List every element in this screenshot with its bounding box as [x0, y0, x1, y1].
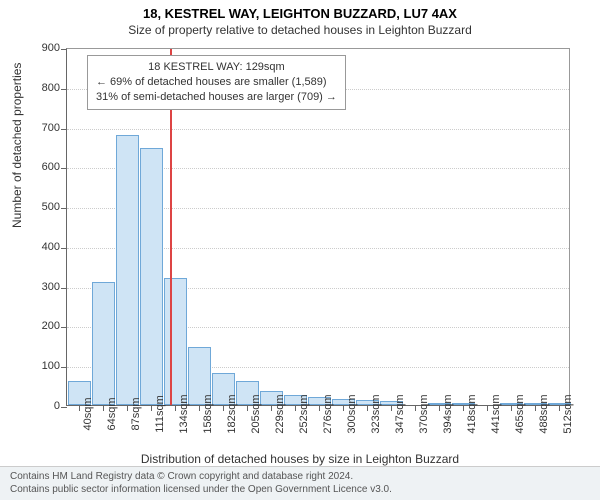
x-tick: [415, 405, 416, 411]
x-tick-label: 418sqm: [466, 394, 478, 433]
x-tick-label: 158sqm: [202, 394, 214, 433]
x-tick: [343, 405, 344, 411]
y-tick: [61, 129, 67, 130]
x-tick: [367, 405, 368, 411]
x-tick: [79, 405, 80, 411]
y-tick: [61, 327, 67, 328]
footer-line-2: Contains public sector information licen…: [10, 484, 590, 497]
grid-line: [67, 129, 569, 130]
x-tick-label: 441sqm: [490, 394, 502, 433]
y-tick: [61, 208, 67, 209]
y-tick-label: 600: [42, 161, 60, 173]
chart-container: 18, KESTREL WAY, LEIGHTON BUZZARD, LU7 4…: [0, 0, 600, 500]
x-tick: [247, 405, 248, 411]
y-tick: [61, 168, 67, 169]
y-tick-label: 500: [42, 201, 60, 213]
x-tick: [271, 405, 272, 411]
plot-area: 18 KESTREL WAY: 129sqm ← 69% of detached…: [66, 48, 570, 406]
y-tick: [61, 288, 67, 289]
x-tick: [223, 405, 224, 411]
x-tick-label: 276sqm: [322, 394, 334, 433]
x-tick-label: 182sqm: [226, 394, 238, 433]
x-tick-label: 465sqm: [514, 394, 526, 433]
x-axis-title: Distribution of detached houses by size …: [0, 452, 600, 466]
title-main: 18, KESTREL WAY, LEIGHTON BUZZARD, LU7 4…: [0, 0, 600, 21]
bar: [116, 135, 139, 405]
x-tick-label: 370sqm: [418, 394, 430, 433]
x-tick: [535, 405, 536, 411]
x-tick: [511, 405, 512, 411]
x-tick-label: 300sqm: [346, 394, 358, 433]
x-tick-label: 87sqm: [130, 397, 142, 430]
x-tick: [559, 405, 560, 411]
y-tick-label: 200: [42, 320, 60, 332]
y-tick: [61, 89, 67, 90]
x-tick: [175, 405, 176, 411]
x-tick: [391, 405, 392, 411]
x-tick: [295, 405, 296, 411]
y-tick-label: 900: [42, 42, 60, 54]
x-tick-label: 134sqm: [178, 394, 190, 433]
annotation-line-2: ← 69% of detached houses are smaller (1,…: [96, 75, 337, 90]
y-tick-label: 0: [54, 400, 60, 412]
x-tick: [439, 405, 440, 411]
x-tick: [127, 405, 128, 411]
x-tick-label: 488sqm: [538, 394, 550, 433]
y-tick-label: 700: [42, 122, 60, 134]
y-axis-title: Number of detached properties: [10, 63, 24, 228]
bar: [140, 148, 163, 405]
x-tick-label: 323sqm: [370, 394, 382, 433]
x-tick-label: 347sqm: [394, 394, 406, 433]
bar: [92, 282, 115, 405]
x-tick-label: 229sqm: [274, 394, 286, 433]
annotation-line-1: 18 KESTREL WAY: 129sqm: [96, 60, 337, 75]
y-tick-label: 100: [42, 360, 60, 372]
x-tick-label: 252sqm: [298, 394, 310, 433]
x-tick-label: 205sqm: [250, 394, 262, 433]
x-tick: [463, 405, 464, 411]
bar: [164, 278, 187, 405]
y-tick-label: 800: [42, 82, 60, 94]
y-tick: [61, 248, 67, 249]
x-tick-label: 64sqm: [106, 397, 118, 430]
x-tick: [103, 405, 104, 411]
y-tick: [61, 49, 67, 50]
annotation-box: 18 KESTREL WAY: 129sqm ← 69% of detached…: [87, 55, 346, 110]
annotation-line-3: 31% of semi-detached houses are larger (…: [96, 90, 337, 105]
footer-line-1: Contains HM Land Registry data © Crown c…: [10, 471, 590, 484]
footer: Contains HM Land Registry data © Crown c…: [0, 466, 600, 500]
x-tick: [199, 405, 200, 411]
y-tick: [61, 367, 67, 368]
x-tick: [319, 405, 320, 411]
x-tick-label: 512sqm: [562, 394, 574, 433]
x-tick: [487, 405, 488, 411]
y-tick-label: 400: [42, 241, 60, 253]
title-sub: Size of property relative to detached ho…: [0, 21, 600, 37]
x-tick: [151, 405, 152, 411]
x-tick-label: 111sqm: [154, 395, 166, 433]
x-tick-label: 40sqm: [82, 397, 94, 430]
y-tick: [61, 407, 67, 408]
x-tick-label: 394sqm: [442, 394, 454, 433]
y-tick-label: 300: [42, 281, 60, 293]
